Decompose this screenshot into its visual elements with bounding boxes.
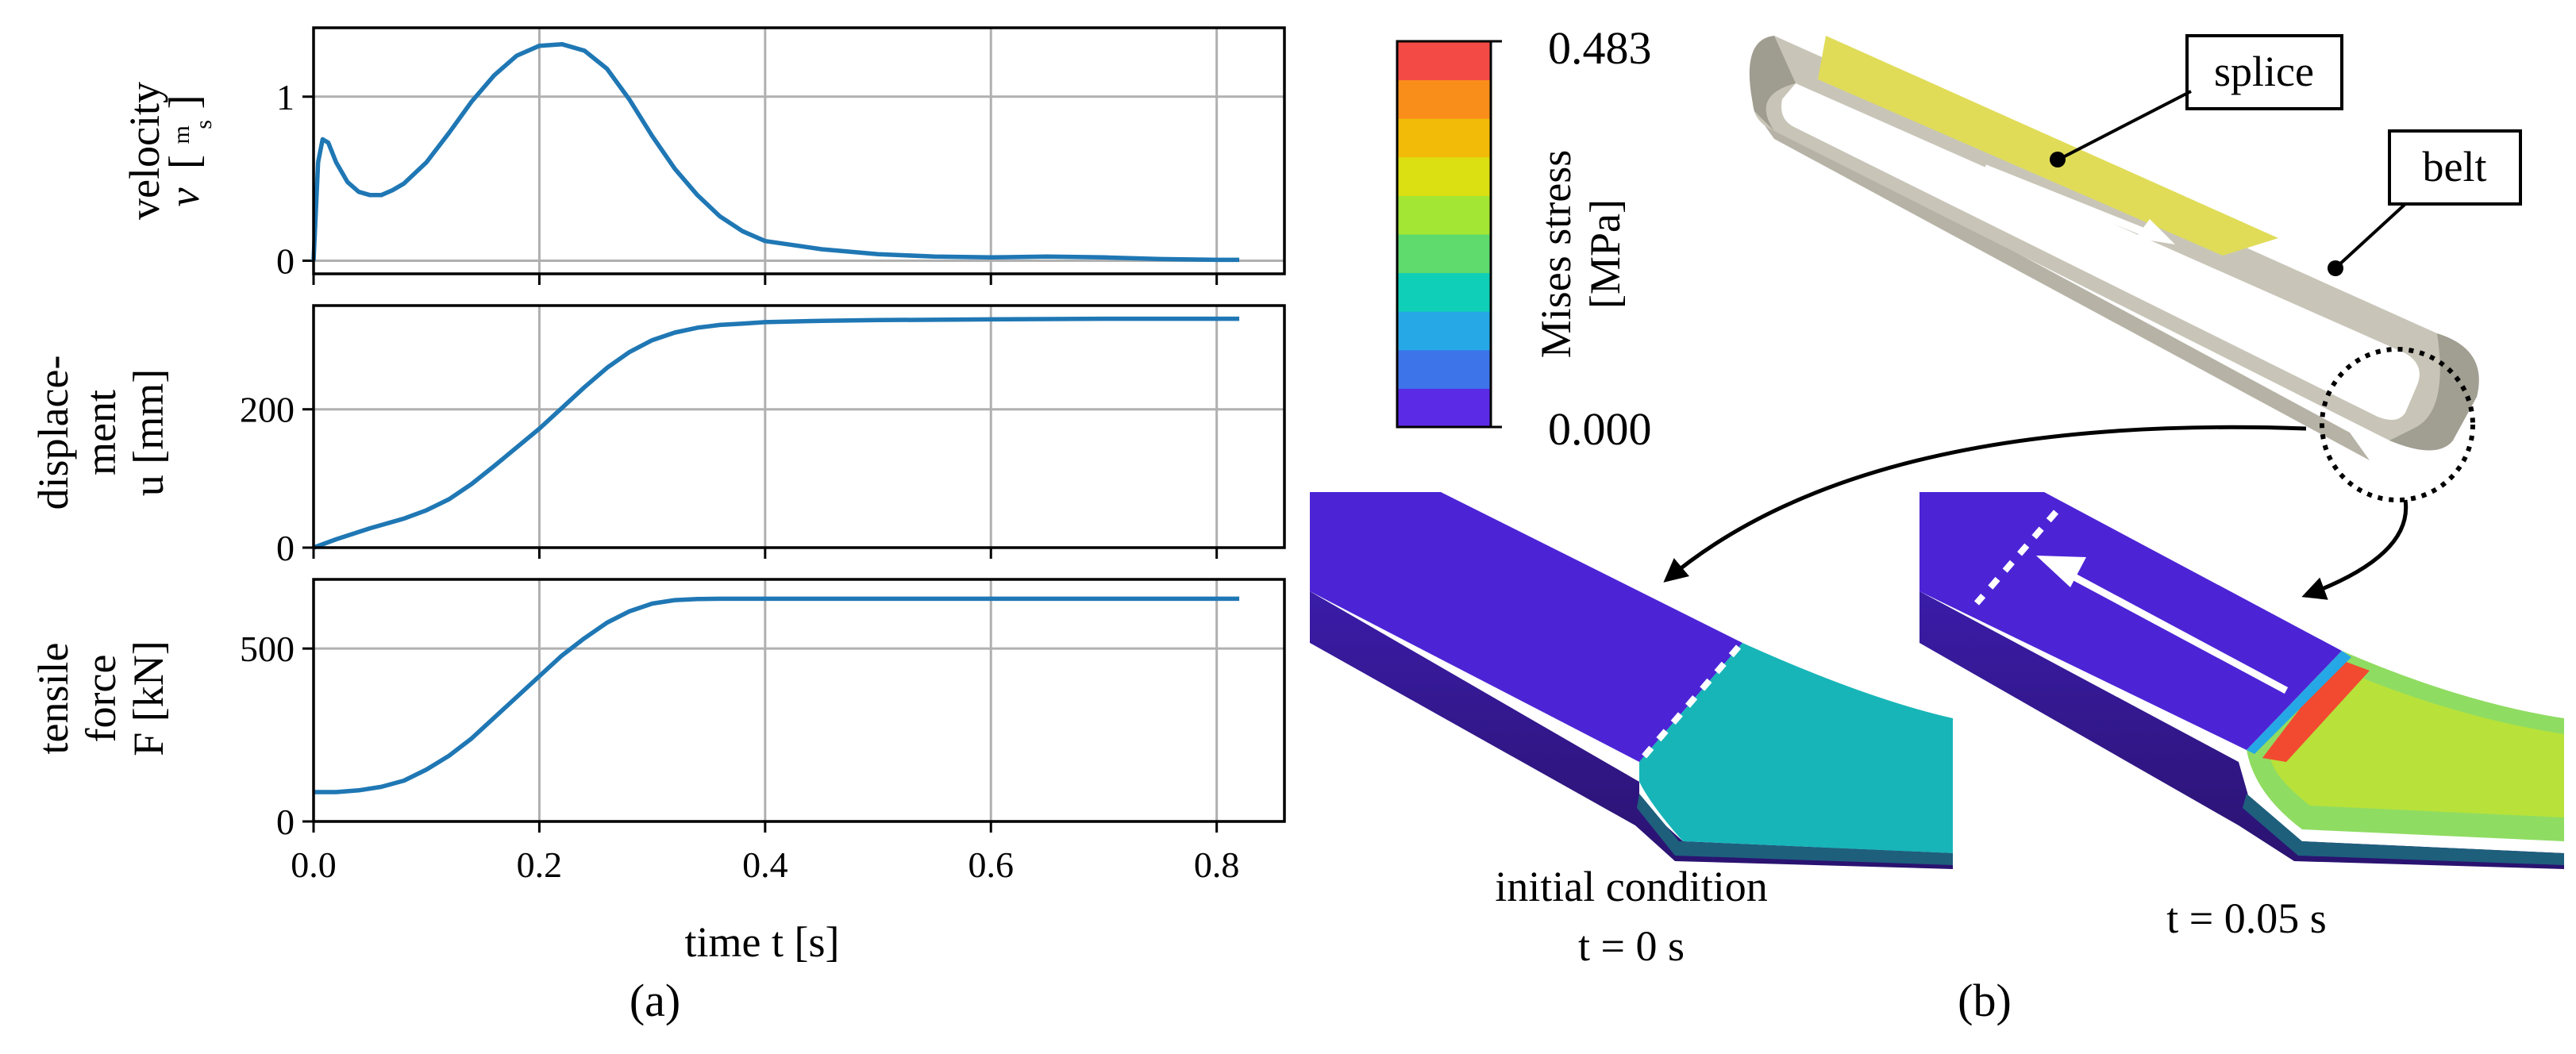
detail2-edge-bands [2243,794,2564,865]
caption-a: (a) [630,975,680,1026]
force-ylabel-line2: force [77,655,125,743]
colorbar-title-line1: Mises stress [1532,150,1580,359]
time-005-label: t = 0.05 s [2166,894,2326,942]
zoom-arrow-right [2301,499,2409,600]
velocity-ytick-label: 0 [276,240,295,281]
initial-condition-label: initial condition [1495,863,1767,910]
force-ylabel: tensile force F [kN] [29,640,172,756]
splice-region [1818,36,2278,256]
velocity-ylabel-line2: v [ m s ] [151,95,221,207]
colorbar-segment [1397,118,1491,158]
xtick-label: 0.4 [742,844,788,885]
colorbar-segment [1397,272,1491,312]
zoom-circle [2320,347,2475,502]
displacement-series-line [313,316,1240,550]
velocity-panel: 01 [276,26,1286,285]
detail2-motion-arrowhead [2036,556,2086,587]
belt-3d-model [1749,36,2479,502]
detail1-side [1310,591,1953,869]
belt-inner-opening [1781,83,2420,420]
colorbar-segment [1397,388,1491,428]
splice-direction-arrow [1983,164,2161,242]
displacement-ylabel-line2: ment [77,390,125,475]
force-series-line [314,596,1240,794]
velocity-ylabel-line1: velocity [121,82,168,220]
colorbar-min-label: 0.000 [1548,403,1652,455]
initial-time-label: t = 0 s [1578,922,1685,970]
belt-callout: belt [2328,129,2522,276]
force-panel: 0 500 [240,578,1286,842]
force-axes-frame [312,578,1286,823]
velocity-axes-frame [312,26,1286,275]
colorbar-max-label: 0.483 [1548,22,1652,74]
velocity-ylabel: velocity v [ m s ] [121,82,221,220]
detail2-top-low-stress [1919,492,2342,750]
detail2-stress-band-inner [2270,675,2564,817]
colorbar-segment [1397,41,1491,81]
velocity-ytick-label: 1 [276,77,295,117]
detail-initial-condition [1310,492,1953,869]
displacement-ylabel: displace- ment u [mm] [29,356,172,510]
colorbar-segment [1397,349,1491,389]
xtick-label: 0.2 [517,844,563,885]
splice-label: splice [2214,48,2314,95]
force-ytick-label: 500 [240,629,295,669]
force-ytick-label: 0 [276,802,295,842]
force-ylabel-line3: F [kN] [125,640,172,756]
xtick-label: 0.6 [968,844,1015,885]
belt-label: belt [2423,143,2487,190]
displacement-ytick-label: 0 [276,528,295,568]
detail1-top-low-stress [1310,492,1742,762]
zoom-arrow-left [1663,425,2307,583]
detail2-stress-hotspot [2262,659,2370,762]
detail2-side [1919,591,2564,869]
colorbar-segment [1397,234,1491,274]
colorbar-title-line2: [MPa] [1581,199,1629,309]
xtick-label: 0.0 [291,844,337,885]
xtick-label: 0.8 [1194,844,1240,885]
velocity-series-line [311,41,1240,263]
colorbar-frame [1396,40,1492,429]
colorbar-segment [1397,195,1491,235]
splice-arrowhead [2135,219,2175,244]
x-axis-label: time t [s] [685,918,840,966]
detail2-motion-arrow [2062,568,2289,694]
displacement-axes-frame [312,304,1286,549]
detail1-edge-bands [1637,794,1953,865]
force-ylabel-line1: tensile [29,643,77,755]
detail2-stress-edge [2247,651,2351,754]
displacement-panel: 0 200 [240,304,1286,568]
colorbar-segment [1397,79,1491,119]
belt-left-end [1749,36,1796,131]
colorbar-segment [1397,156,1491,196]
displacement-ylabel-line1: displace- [29,356,77,510]
displacement-ylabel-line3: u [mm] [125,369,172,496]
belt-right-end [2389,333,2479,451]
detail-t005 [1919,492,2564,869]
detail1-top-splice-stress [1639,643,1953,853]
detail1-splice-edge [1636,644,1742,764]
splice-callout: splice [2050,34,2343,167]
colorbar [1396,40,1502,429]
displacement-ytick-label: 200 [240,390,295,430]
colorbar-segment [1397,311,1491,351]
belt-lower-run [1754,111,2370,460]
caption-b: (b) [1958,975,2012,1026]
